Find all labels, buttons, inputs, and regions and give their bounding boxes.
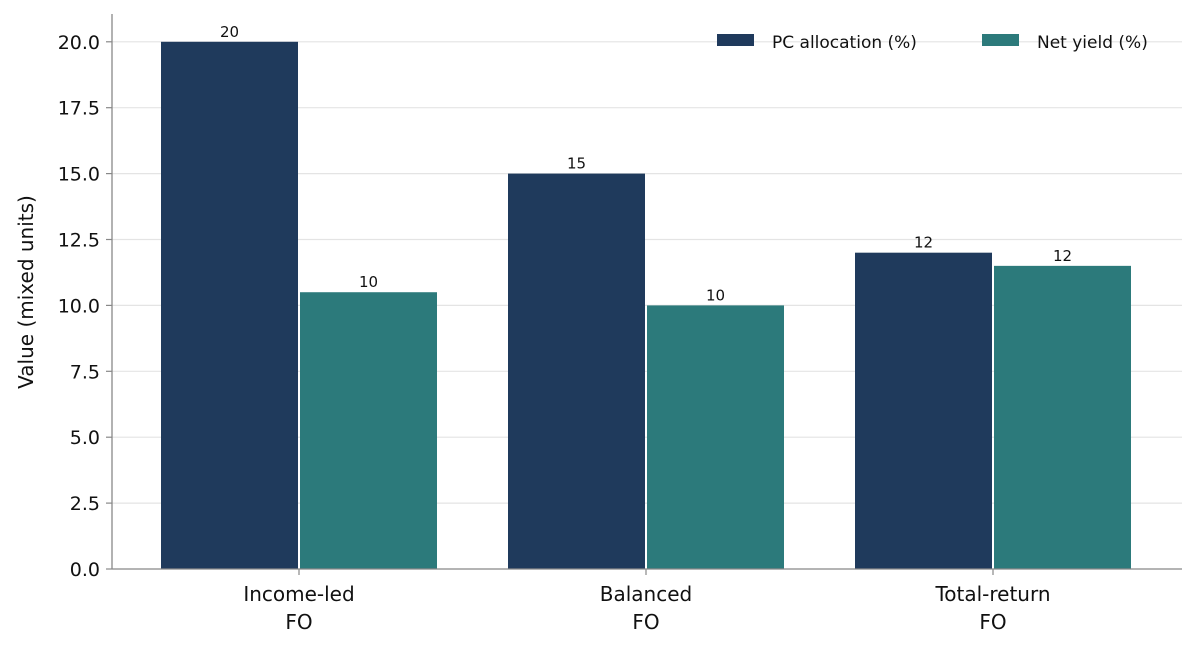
x-tick-label: Total-return	[934, 582, 1050, 606]
bar	[647, 305, 784, 569]
x-ticks: Income-led FO Balanced FO Total-return FO	[243, 569, 1051, 634]
y-tick-label: 0.0	[70, 559, 100, 581]
data-label: 12	[1053, 247, 1072, 265]
bar	[300, 292, 437, 569]
y-tick-label: 20.0	[58, 32, 100, 54]
legend-label: PC allocation (%)	[772, 33, 917, 53]
bars	[161, 41, 1131, 570]
x-tick-label: FO	[979, 610, 1006, 634]
y-tick-label: 10.0	[58, 295, 100, 317]
x-tick-label: FO	[285, 610, 312, 634]
y-tick-label: 2.5	[70, 493, 100, 515]
data-label: 12	[914, 234, 933, 252]
data-label: 10	[359, 273, 378, 291]
axes	[111, 14, 1182, 570]
bar	[855, 252, 992, 569]
y-axis-title: Value (mixed units)	[14, 195, 38, 389]
x-tick-label: Balanced	[600, 582, 692, 606]
legend: PC allocation (%) Net yield (%)	[717, 33, 1148, 53]
legend-label: Net yield (%)	[1037, 33, 1148, 53]
data-label: 20	[220, 23, 239, 41]
bar	[508, 173, 645, 569]
y-tick-label: 12.5	[58, 230, 100, 252]
y-tick-label: 5.0	[70, 427, 100, 449]
data-label: 15	[567, 155, 586, 173]
bar	[994, 265, 1131, 569]
x-tick-label: FO	[632, 610, 659, 634]
y-ticks: 0.0 2.5 5.0 7.5 10.0 12.5 15.0 17.5 20.0	[58, 32, 112, 581]
legend-swatch	[717, 34, 754, 46]
bar	[161, 41, 298, 570]
data-label: 10	[706, 286, 725, 304]
y-tick-label: 15.0	[58, 164, 100, 186]
legend-swatch	[982, 34, 1019, 46]
data-labels: 20 10 15 10 12 12	[220, 23, 1072, 305]
y-tick-label: 17.5	[58, 98, 100, 120]
y-tick-label: 7.5	[70, 361, 100, 383]
x-tick-label: Income-led	[243, 582, 354, 606]
